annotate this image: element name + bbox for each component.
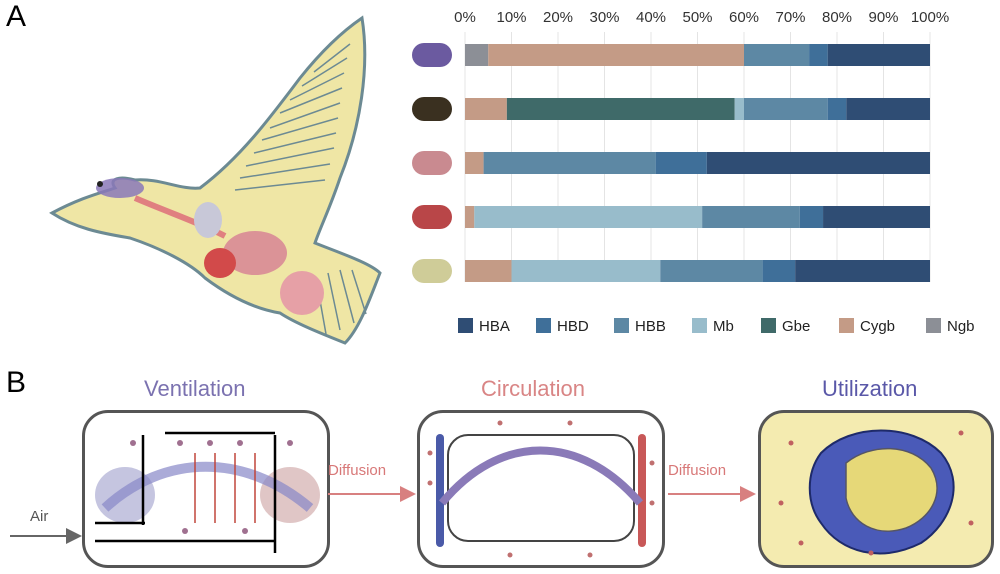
bar-segment <box>799 206 824 228</box>
bar-segment <box>465 206 475 228</box>
row-marker <box>412 259 452 283</box>
utilization-title: Utilization <box>822 376 918 401</box>
circulation-box <box>417 410 665 568</box>
x-tick-label: 40% <box>636 9 666 26</box>
diffusion-label-2: Diffusion <box>668 462 727 479</box>
bird-lung <box>223 231 287 275</box>
bar-segment <box>660 260 763 282</box>
bar-segment <box>465 152 484 174</box>
bar-segment <box>744 98 828 120</box>
legend-label: HBD <box>557 318 589 335</box>
diffusion-label-1: Diffusion <box>328 462 387 479</box>
air-label: Air <box>30 508 49 525</box>
bar-segment <box>465 260 512 282</box>
x-tick-label: 10% <box>496 9 526 26</box>
row-marker <box>412 205 452 229</box>
bar-segment <box>483 152 656 174</box>
bar-segment <box>465 98 507 120</box>
legend-swatch <box>839 318 854 333</box>
row-marker <box>412 43 452 67</box>
x-tick-label: 90% <box>868 9 898 26</box>
bar-segment <box>488 44 744 66</box>
bar-segment <box>846 98 930 120</box>
legend-swatch <box>761 318 776 333</box>
row-marker <box>412 97 452 121</box>
ventilation-box <box>82 410 330 568</box>
x-tick-label: 30% <box>589 9 619 26</box>
bar-segment <box>474 206 703 228</box>
legend-label: HBA <box>479 318 510 335</box>
bar-segment <box>827 44 930 66</box>
circulation-title: Circulation <box>481 376 585 401</box>
bird-head-blob <box>96 178 144 198</box>
flow-arrows <box>10 486 756 544</box>
utilization-box <box>758 410 994 568</box>
bar-segment <box>762 260 796 282</box>
row-marker <box>412 151 452 175</box>
x-tick-label: 60% <box>729 9 759 26</box>
bar-segment <box>827 98 847 120</box>
bird-air-sac <box>194 202 222 238</box>
bar-segment <box>655 152 707 174</box>
x-tick-label: 50% <box>682 9 712 26</box>
bar-segment <box>809 44 828 66</box>
x-tick-label: 100% <box>911 9 949 26</box>
x-tick-label: 70% <box>775 9 805 26</box>
panel-letter-a: A <box>6 0 27 33</box>
legend-swatch <box>926 318 941 333</box>
legend-label: Gbe <box>782 318 810 335</box>
x-tick-label: 0% <box>454 9 476 26</box>
legend-label: Mb <box>713 318 734 335</box>
bird-illustration <box>40 8 440 353</box>
legend-swatch <box>614 318 629 333</box>
legend-swatch <box>458 318 473 333</box>
bar-segment <box>744 44 810 66</box>
x-tick-label: 20% <box>543 9 573 26</box>
bar-segment <box>795 260 930 282</box>
legend-swatch <box>692 318 707 333</box>
legend-label: Ngb <box>947 318 975 335</box>
bird-heart <box>204 248 236 278</box>
ventilation-title: Ventilation <box>144 376 246 401</box>
x-tick-label: 80% <box>822 9 852 26</box>
bird-posterior-sac <box>280 271 324 315</box>
legend-swatch <box>536 318 551 333</box>
bar-segment <box>706 152 930 174</box>
bar-segment <box>702 206 800 228</box>
bird-body <box>49 15 382 345</box>
bar-segment <box>511 260 661 282</box>
bar-segment <box>465 44 489 66</box>
globin-composition-chart: 0% 10% 20% 30% 40% 50% 60% 70% 80% 90% 100% HBA HBD H… <box>400 0 1000 345</box>
legend-label: HBB <box>635 318 666 335</box>
legend-label: Cygb <box>860 318 895 335</box>
bar-segment <box>506 98 735 120</box>
bar-segment <box>823 206 930 228</box>
bar-segment <box>734 98 744 120</box>
panel-letter-b: B <box>6 366 27 399</box>
